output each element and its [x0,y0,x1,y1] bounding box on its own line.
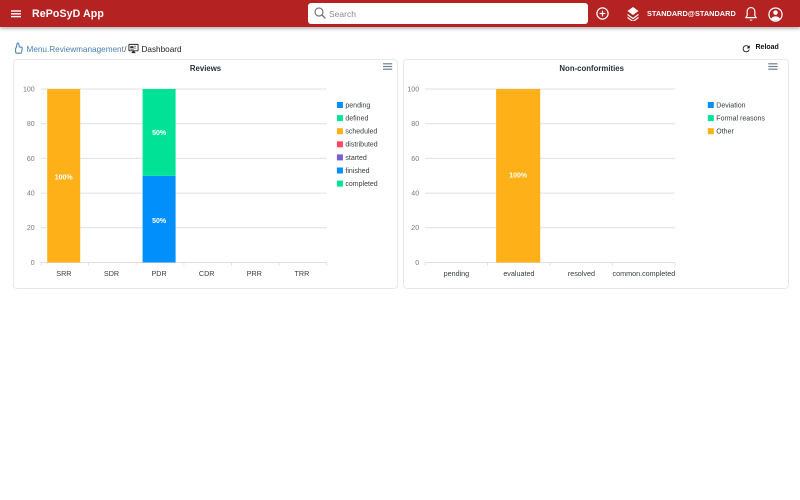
svg-text:50%: 50% [152,217,167,224]
svg-text:finished: finished [345,167,369,174]
svg-text:defined: defined [345,115,368,122]
svg-text:CDR: CDR [199,269,215,278]
svg-text:50%: 50% [152,129,167,136]
svg-text:Non-conformities: Non-conformities [560,63,625,72]
svg-text:100: 100 [408,86,420,93]
svg-text:40: 40 [411,190,419,197]
svg-text:20: 20 [411,225,419,232]
svg-text:SDR: SDR [104,269,119,278]
svg-text:Formal reasons: Formal reasons [716,115,765,122]
svg-text:PRR: PRR [247,269,262,278]
svg-text:Other: Other [716,128,734,135]
svg-text:100%: 100% [55,174,74,181]
svg-text:20: 20 [27,225,35,232]
svg-text:60: 60 [411,155,419,162]
svg-text:TRR: TRR [295,269,310,278]
svg-text:Deviation: Deviation [716,102,745,109]
svg-text:scheduled: scheduled [345,128,377,135]
svg-text:Reviews: Reviews [190,63,222,72]
svg-text:80: 80 [411,121,419,128]
svg-text:SRR: SRR [56,269,71,278]
svg-text:0: 0 [31,259,35,266]
svg-text:evaluated: evaluated [504,269,535,278]
svg-text:pending: pending [345,102,370,109]
svg-text:40: 40 [27,190,35,197]
svg-text:completed: completed [345,181,377,188]
svg-text:PDR: PDR [152,269,167,278]
svg-text:100: 100 [23,86,35,93]
svg-text:100%: 100% [509,172,528,179]
svg-text:60: 60 [27,155,35,162]
svg-text:started: started [345,154,367,161]
svg-text:80: 80 [27,121,35,128]
svg-text:distributed: distributed [345,141,377,148]
svg-text:common.completed: common.completed [613,269,676,278]
svg-text:0: 0 [415,259,419,266]
svg-text:pending: pending [444,269,470,278]
svg-text:resolved: resolved [568,269,595,278]
